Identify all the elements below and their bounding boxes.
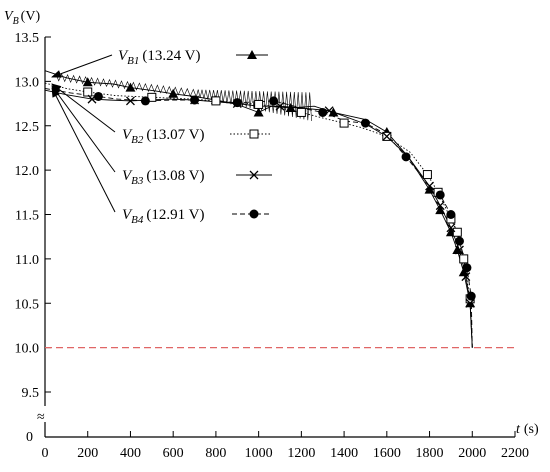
x-axis-title: t (s) <box>516 422 539 437</box>
marker-b1 <box>125 82 136 92</box>
legend-arrow-b1 <box>51 54 113 78</box>
x-tick-label: 400 <box>120 446 141 461</box>
marker-b2 <box>339 118 349 128</box>
marker-b2 <box>83 87 93 97</box>
axis-break-symbol: ≈ <box>37 410 45 425</box>
y-axis-title-main: V <box>4 9 14 24</box>
marker-b4 <box>401 152 411 162</box>
marker-b3 <box>275 101 285 111</box>
x-tick-label: 1800 <box>416 446 444 461</box>
marker-b3 <box>125 96 135 106</box>
legend-marker-square <box>249 129 259 139</box>
x-tick-label: 1400 <box>330 446 358 461</box>
x-tick-label: 0 <box>42 446 49 461</box>
legend-label-b1: VB1 (13.24 V) <box>118 48 200 67</box>
legend-label-b3: VB3 (13.08 V) <box>122 168 204 187</box>
marker-b3 <box>435 201 445 211</box>
marker-b4 <box>232 98 242 108</box>
marker-b4 <box>190 95 200 105</box>
marker-b4 <box>360 118 370 128</box>
series-markers <box>82 77 476 308</box>
marker-b3 <box>446 223 456 233</box>
x-tick-label: 2200 <box>501 446 529 461</box>
marker-b3 <box>461 272 471 282</box>
series-oscillation-b1 <box>55 73 312 122</box>
legend-arrow-b3 <box>51 85 116 173</box>
marker-b4 <box>93 91 103 101</box>
marker-b1 <box>435 205 446 215</box>
x-tick-label: 1200 <box>287 446 315 461</box>
series-line-b2 <box>44 82 473 348</box>
marker-b4 <box>446 210 456 219</box>
x-tick-label: 800 <box>205 446 226 461</box>
marker-b1 <box>424 184 435 194</box>
marker-b1 <box>452 245 463 254</box>
y-tick-label: 9.5 <box>22 386 40 401</box>
y-tick-label: 12.5 <box>15 120 40 135</box>
y-tick-label: 11.5 <box>15 209 39 224</box>
x-tick-label: 200 <box>77 446 98 461</box>
marker-b4 <box>466 291 476 301</box>
marker-b1 <box>285 103 296 112</box>
marker-b3 <box>425 181 435 191</box>
legend-marker-triangle <box>247 50 257 59</box>
y-tick-label: 13.0 <box>15 75 40 90</box>
y-axis-title-unit: (V) <box>21 9 41 24</box>
legend-marker-cross <box>249 170 259 180</box>
marker-b4 <box>435 190 445 200</box>
marker-b2 <box>211 96 221 106</box>
marker-b3 <box>465 298 475 308</box>
y-zero-label: 0 <box>26 430 33 445</box>
marker-b1 <box>328 107 339 117</box>
marker-b4 <box>462 263 472 273</box>
y-tick-label: 13.5 <box>15 31 40 46</box>
legend: VB1 (13.24 V) VB2 (13.07 V) VB3 (13.08 V) V… <box>51 48 272 226</box>
x-tick-label: 2000 <box>458 446 486 461</box>
y-tick-label: 11.0 <box>15 253 39 268</box>
marker-b4 <box>269 96 279 106</box>
y-axis-title-sub: B <box>13 16 19 27</box>
marker-b2 <box>459 254 469 264</box>
marker-b2 <box>422 170 432 180</box>
marker-b3 <box>382 131 392 141</box>
marker-b3 <box>454 245 464 255</box>
marker-b1 <box>168 88 179 98</box>
y-tick-label: 10.0 <box>15 342 40 357</box>
x-tick-label: 1000 <box>245 446 273 461</box>
y-tick-label: 12.0 <box>15 164 40 179</box>
y-axis-title: VB (V) <box>4 9 40 27</box>
marker-b2 <box>452 227 462 237</box>
marker-b1 <box>82 77 93 87</box>
x-tick-label: 600 <box>163 446 184 461</box>
x-tick-label: 1600 <box>373 446 401 461</box>
legend-marker-circle <box>249 209 259 219</box>
marker-b1 <box>253 107 264 117</box>
x-axis-title-main: t <box>516 422 521 437</box>
marker-b1 <box>458 267 469 277</box>
y-tick-label: 10.5 <box>15 297 40 312</box>
marker-b2 <box>254 99 264 109</box>
marker-b4 <box>140 96 150 106</box>
legend-label-b2: VB2 (13.07 V) <box>122 127 204 146</box>
marker-b4 <box>318 107 328 117</box>
legend-arrow-b4 <box>51 87 116 213</box>
legend-arrow-b2 <box>51 83 116 133</box>
marker-b4 <box>454 236 464 246</box>
x-ticks: 0 200 400 600 800 1000 1200 1400 1600 1800 2000 220… <box>42 431 529 461</box>
marker-b2 <box>296 107 306 117</box>
series-line-b3 <box>44 89 473 348</box>
x-axis-title-unit: (s) <box>524 422 539 437</box>
legend-label-b4: VB4 (12.91 V) <box>122 207 204 226</box>
axis-break-mask <box>36 406 54 422</box>
